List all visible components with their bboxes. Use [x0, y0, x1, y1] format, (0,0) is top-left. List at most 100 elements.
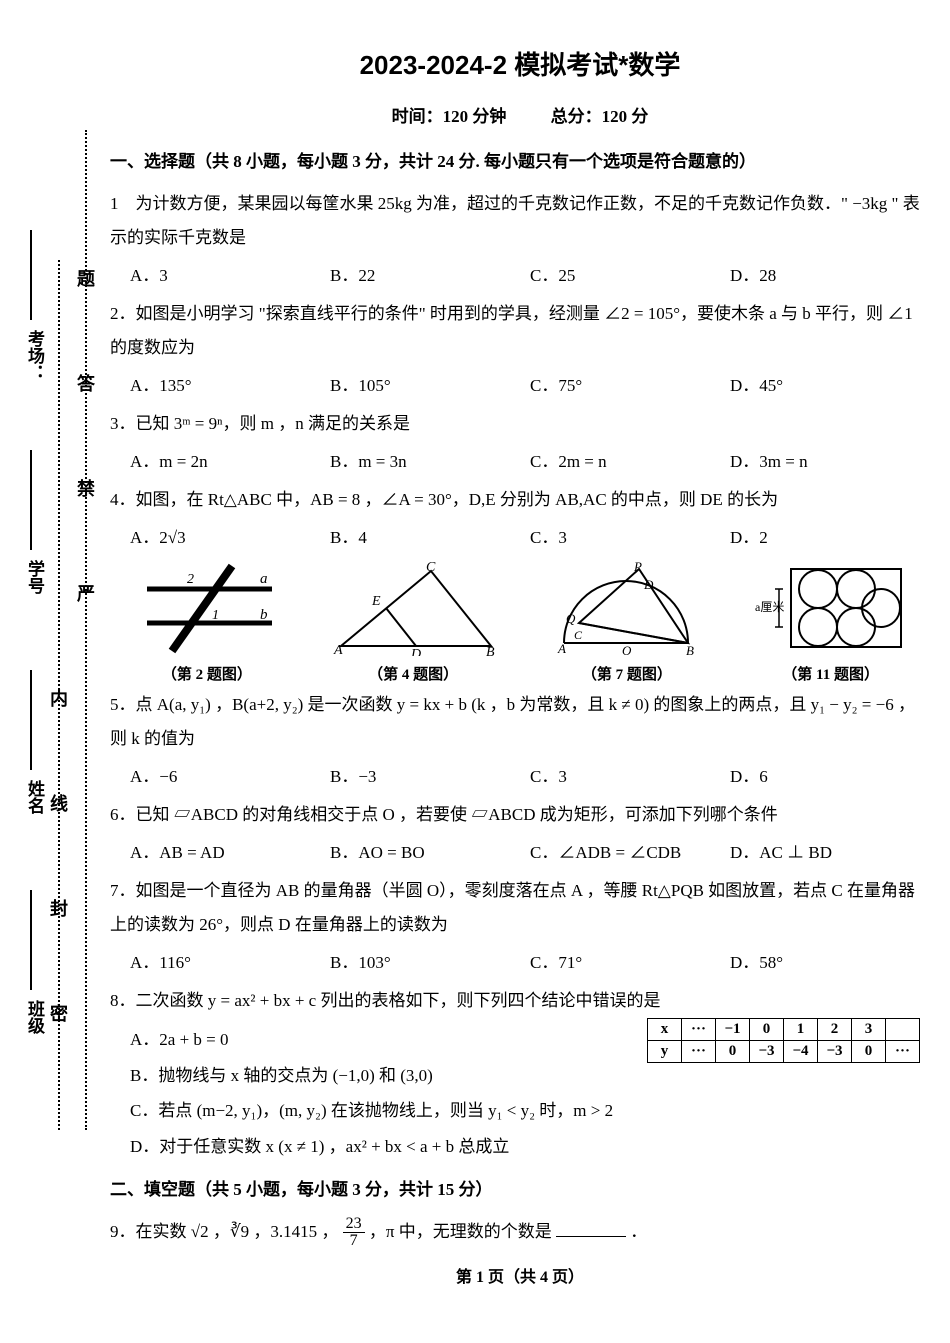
binding-margin: 班级 姓名 学号 考场： 密 封 线 内 严 禁 答 题: [30, 130, 100, 1180]
seal-char: 内: [50, 685, 68, 711]
figure-row: 2 a 1 b （第 2 题图） A D B C E （第 4 题图）: [110, 561, 930, 684]
q9-period: ．: [630, 1222, 647, 1241]
svg-text:b: b: [260, 607, 268, 623]
cell: ···: [886, 1041, 920, 1063]
frac-num: 23: [343, 1216, 365, 1233]
opt: D．45°: [730, 369, 930, 403]
opt: C．75°: [530, 369, 730, 403]
svg-text:D: D: [643, 577, 654, 592]
svg-text:O: O: [622, 643, 632, 656]
question-5: 5．点 A(a, y₁) ，B(a+2, y₂) 是一次函数 y = kx + …: [110, 688, 930, 756]
question-5-options: A．−6 B．−3 C．3 D．6: [110, 760, 930, 794]
fraction-icon: 23 7: [343, 1216, 365, 1249]
cell: y: [648, 1041, 682, 1063]
cell: x: [648, 1019, 682, 1041]
opt: C．∠ADB = ∠CDB: [530, 836, 730, 870]
figure-2-svg: 2 a 1 b: [132, 561, 282, 656]
opt: C．25: [530, 259, 730, 293]
question-2: 2．如图是小明学习 "探索直线平行的条件" 时用到的学具，经测量 ∠2 = 10…: [110, 297, 930, 365]
seal-char: 密: [50, 1000, 68, 1026]
q9-suffix: ，π 中，无理数的个数是: [369, 1222, 552, 1241]
svg-text:P: P: [633, 561, 642, 574]
cell: 1: [784, 1019, 818, 1041]
opt: A．116°: [130, 946, 330, 980]
label-class: 班级: [22, 1000, 47, 1034]
opt: B．AO = BO: [330, 836, 530, 870]
opt: B．m = 3n: [330, 445, 530, 479]
opt: C．71°: [530, 946, 730, 980]
opt: B．抛物线与 x 轴的交点为 (−1,0) 和 (3,0): [130, 1058, 930, 1094]
svg-text:A: A: [557, 641, 566, 656]
page-subtitle: 时间：120 分钟 总分：120 分: [110, 102, 930, 127]
opt: A．3: [130, 259, 330, 293]
seal-char: 答: [77, 370, 95, 396]
label-id: 学号: [22, 560, 47, 594]
page-content: 2023-2024-2 模拟考试*数学 时间：120 分钟 总分：120 分 一…: [110, 45, 930, 1287]
svg-text:C: C: [426, 561, 436, 575]
seal-char: 题: [77, 265, 95, 291]
section-1-head: 一、选择题（共 8 小题，每小题 3 分，共计 24 分. 每小题只有一个选项是…: [110, 145, 930, 179]
frac-den: 7: [343, 1233, 365, 1249]
cell: −4: [784, 1041, 818, 1063]
svg-text:B: B: [486, 645, 495, 656]
underline-class: [30, 890, 32, 990]
opt: B．−3: [330, 760, 530, 794]
answer-blank[interactable]: [556, 1236, 626, 1237]
svg-text:C: C: [574, 628, 583, 642]
opt: D．6: [730, 760, 930, 794]
opt: D．58°: [730, 946, 930, 980]
opt: A．m = 2n: [130, 445, 330, 479]
cell: 0: [716, 1041, 750, 1063]
label-name: 姓名: [22, 780, 47, 814]
seal-char: 禁: [77, 475, 95, 501]
opt: D．AC ⊥ BD: [730, 836, 930, 870]
underline-name: [30, 670, 32, 770]
question-1: 1 为计数方便，某果园以每筐水果 25kg 为准，超过的千克数记作正数，不足的千…: [110, 187, 930, 255]
question-8-block: 8．二次函数 y = ax² + bx + c 列出的表格如下，则下列四个结论中…: [110, 984, 930, 1165]
cell: 3: [852, 1019, 886, 1041]
opt: D．2: [730, 521, 930, 555]
seal-char: 封: [50, 895, 68, 921]
total-label: 总分：120 分: [551, 107, 649, 126]
question-9: 9．在实数 √2 ，∛9 ，3.1415 ， 23 7 ，π 中，无理数的个数是…: [110, 1215, 930, 1250]
question-3: 3．已知 3ᵐ = 9ⁿ，则 m ，n 满足的关系是: [110, 407, 930, 441]
opt: A．135°: [130, 369, 330, 403]
svg-text:D: D: [410, 647, 421, 656]
opt: C．2m = n: [530, 445, 730, 479]
svg-text:Q: Q: [566, 611, 576, 626]
opt: A．2√3: [130, 521, 330, 555]
seal-char: 线: [50, 790, 68, 816]
question-6: 6．已知 ▱ABCD 的对角线相交于点 O ，若要使 ▱ABCD 成为矩形，可添…: [110, 798, 930, 832]
question-4: 4．如图，在 Rt△ABC 中，AB = 8 ，∠A = 30°，D,E 分别为…: [110, 483, 930, 517]
figure-2: 2 a 1 b （第 2 题图）: [132, 561, 282, 684]
underline-room: [30, 230, 32, 320]
opt: A．AB = AD: [130, 836, 330, 870]
cell: [886, 1019, 920, 1041]
figure-11: a厘米 （第 11 题图）: [753, 561, 908, 684]
svg-text:a厘米: a厘米: [755, 600, 784, 614]
cell: −3: [818, 1041, 852, 1063]
page-footer: 第 1 页（共 4 页）: [110, 1263, 930, 1287]
opt: B．105°: [330, 369, 530, 403]
opt: B．22: [330, 259, 530, 293]
cell: 0: [852, 1041, 886, 1063]
question-4-options: A．2√3 B．4 C．3 D．2: [110, 521, 930, 555]
opt: D．28: [730, 259, 930, 293]
q9-prefix: 9．在实数 √2 ，∛9 ，3.1415 ，: [110, 1222, 338, 1241]
svg-text:A: A: [333, 643, 343, 656]
opt: D．3m = n: [730, 445, 930, 479]
question-7: 7．如图是一个直径为 AB 的量角器（半圆 O），零刻度落在点 A ，等腰 Rt…: [110, 874, 930, 942]
opt: D．对于任意实数 x (x ≠ 1) ，ax² + bx < a + b 总成立: [130, 1129, 930, 1165]
cell: −1: [716, 1019, 750, 1041]
cell: ···: [682, 1041, 716, 1063]
opt: C．若点 (m−2, y₁)，(m, y₂) 在该抛物线上，则当 y₁ < y₂…: [130, 1093, 930, 1129]
figure-cap: （第 11 题图）: [753, 663, 908, 684]
cell: 0: [750, 1019, 784, 1041]
figure-cap: （第 2 题图）: [132, 663, 282, 684]
question-7-options: A．116° B．103° C．71° D．58°: [110, 946, 930, 980]
figure-11-svg: a厘米: [753, 561, 908, 656]
opt: B．4: [330, 521, 530, 555]
question-6-options: A．AB = AD B．AO = BO C．∠ADB = ∠CDB D．AC ⊥…: [110, 836, 930, 870]
figure-4-svg: A D B C E: [326, 561, 501, 656]
underline-id: [30, 450, 32, 550]
